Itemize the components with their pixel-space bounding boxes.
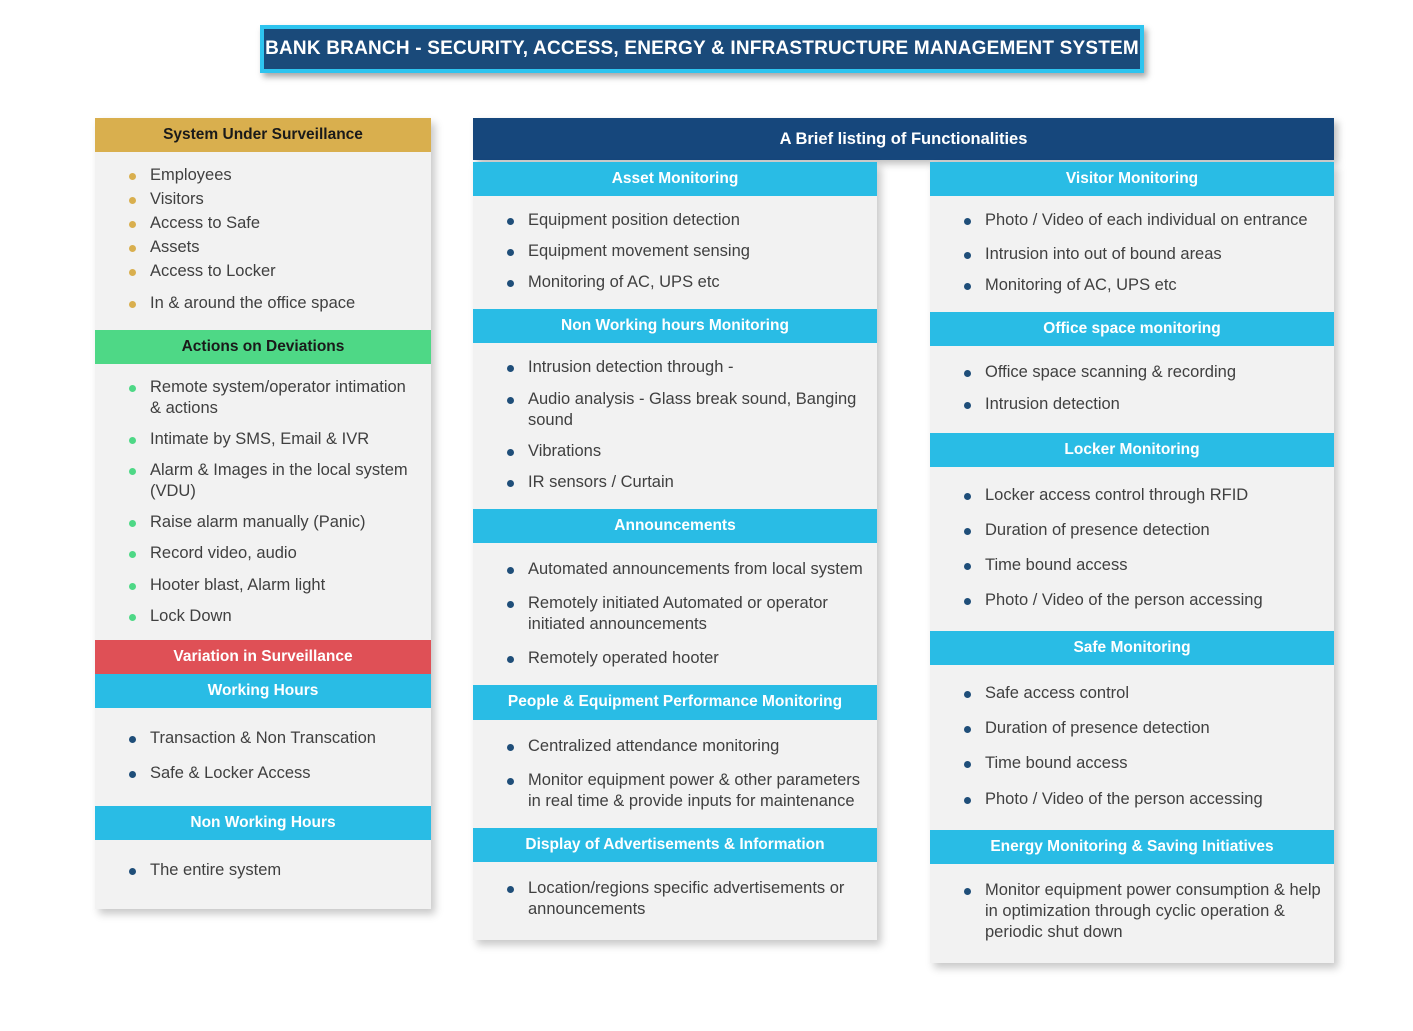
list-actions-on-deviations: Remote system/operator intimation & acti… (95, 363, 431, 640)
section-header-announcements: Announcements (473, 508, 877, 544)
list-item: Lock Down (105, 606, 421, 627)
section-header-display-of-advertisements: Display of Advertisements & Information (473, 827, 877, 862)
section-header-asset-monitoring: Asset Monitoring (473, 162, 877, 197)
section-header-office-space-monitoring: Office space monitoring (930, 312, 1334, 347)
list-item: Alarm & Images in the local system (VDU) (105, 460, 421, 502)
list-announcements: Automated announcements from local syste… (473, 543, 877, 686)
section-title: Visitor Monitoring (1065, 170, 1199, 187)
list-item: Raise alarm manually (Panic) (105, 512, 421, 533)
section-title: Energy Monitoring & Saving Initiatives (990, 837, 1274, 855)
middle-column-panel: Asset Monitoring Equipment position dete… (473, 162, 877, 941)
list-item: Intimate by SMS, Email & IVR (105, 429, 421, 450)
list-item: Equipment position detection (483, 210, 867, 231)
list-item: Location/regions specific advertisements… (483, 878, 867, 920)
list-item: Monitoring of AC, UPS etc (483, 272, 867, 293)
section-title: Announcements (614, 516, 736, 534)
section-title: Display of Advertisements & Information (525, 835, 825, 853)
section-header-visitor-monitoring: Visitor Monitoring (930, 162, 1334, 197)
list-item: Intrusion detection (940, 394, 1324, 415)
list-item: Intrusion into out of bound areas (940, 244, 1324, 265)
section-title: Safe Monitoring (1073, 639, 1191, 657)
functionalities-header: A Brief listing of Functionalities (473, 118, 1334, 160)
list-item: Monitor equipment power consumption & he… (940, 880, 1324, 943)
list-item: Record video, audio (105, 543, 421, 564)
list-item: Assets (105, 237, 421, 258)
section-header-people-equipment-performance-monitoring: People & Equipment Performance Monitorin… (473, 685, 877, 720)
list-item: Equipment movement sensing (483, 241, 867, 262)
list-item: Transaction & Non Transcation (105, 728, 421, 749)
section-title: Variation in Surveillance (173, 647, 353, 665)
page-title: BANK BRANCH - SECURITY, ACCESS, ENERGY &… (265, 38, 1139, 59)
list-item: Audio analysis - Glass break sound, Bang… (483, 389, 867, 431)
section-title: Asset Monitoring (611, 170, 739, 187)
list-item: Safe access control (940, 683, 1324, 704)
section-header-variation-in-surveillance: Variation in Surveillance (95, 639, 431, 674)
list-visitor-monitoring: Photo / Video of each individual on entr… (930, 196, 1334, 313)
section-title: People & Equipment Performance Monitorin… (507, 693, 843, 711)
list-item: The entire system (105, 860, 421, 881)
section-header-energy-monitoring-saving-initiatives: Energy Monitoring & Saving Initiatives (930, 829, 1334, 864)
functionalities-header-label: A Brief listing of Functionalities (779, 129, 1028, 148)
list-locker-monitoring: Locker access control through RFID Durat… (930, 466, 1334, 632)
list-item: Time bound access (940, 753, 1324, 774)
list-asset-monitoring: Equipment position detection Equipment m… (473, 196, 877, 310)
list-office-space-monitoring: Office space scanning & recording Intrus… (930, 346, 1334, 433)
list-item: IR sensors / Curtain (483, 472, 867, 493)
list-item: Photo / Video of each individual on entr… (940, 210, 1324, 231)
section-header-actions-on-deviations: Actions on Deviations (95, 329, 431, 364)
list-working-hours: Transaction & Non Transcation Safe & Loc… (95, 707, 431, 807)
section-title: Non Working hours Monitoring (561, 317, 789, 335)
list-people-equipment-performance-monitoring: Centralized attendance monitoring Monito… (473, 719, 877, 828)
section-header-locker-monitoring: Locker Monitoring (930, 432, 1334, 467)
section-header-system-under-surveillance: System Under Surveillance (95, 118, 431, 153)
section-title: Working Hours (207, 681, 319, 699)
section-title: Non Working Hours (190, 814, 336, 832)
list-item: Automated announcements from local syste… (483, 559, 867, 580)
list-item: Centralized attendance monitoring (483, 736, 867, 757)
list-system-under-surveillance: Employees Visitors Access to Safe Assets… (95, 152, 431, 330)
list-energy-monitoring-saving-initiatives: Monitor equipment power consumption & he… (930, 863, 1334, 963)
list-safe-monitoring: Safe access control Duration of presence… (930, 665, 1334, 830)
list-item: Monitor equipment power & other paramete… (483, 770, 867, 812)
list-item: Remote system/operator intimation & acti… (105, 377, 421, 419)
section-header-non-working-hours-monitoring: Non Working hours Monitoring (473, 309, 877, 344)
list-item: Hooter blast, Alarm light (105, 575, 421, 596)
section-header-safe-monitoring: Safe Monitoring (930, 631, 1334, 666)
list-item: Office space scanning & recording (940, 362, 1324, 383)
list-item: Access to Locker (105, 261, 421, 282)
section-title: System Under Surveillance (163, 126, 363, 143)
section-title: Actions on Deviations (181, 337, 345, 355)
list-item: Locker access control through RFID (940, 485, 1324, 506)
list-item: Access to Safe (105, 213, 421, 234)
list-item: In & around the office space (105, 293, 421, 314)
left-column-panel: System Under Surveillance Employees Visi… (95, 118, 431, 910)
list-item: Photo / Video of the person accessing (940, 590, 1324, 611)
page-title-banner: BANK BRANCH - SECURITY, ACCESS, ENERGY &… (260, 25, 1144, 73)
list-non-working-hours: The entire system (95, 840, 431, 910)
section-title: Locker Monitoring (1064, 440, 1200, 458)
list-item: Duration of presence detection (940, 718, 1324, 739)
list-item: Photo / Video of the person accessing (940, 789, 1324, 810)
section-header-non-working-hours: Non Working Hours (95, 806, 431, 841)
list-item: Remotely operated hooter (483, 648, 867, 669)
list-item: Vibrations (483, 441, 867, 462)
list-display-of-advertisements: Location/regions specific advertisements… (473, 861, 877, 941)
list-item: Time bound access (940, 555, 1324, 576)
section-header-working-hours: Working Hours (95, 673, 431, 708)
section-title: Office space monitoring (1043, 320, 1221, 338)
list-item: Visitors (105, 189, 421, 210)
list-item: Monitoring of AC, UPS etc (940, 275, 1324, 296)
right-column-panel: Visitor Monitoring Photo / Video of each… (930, 162, 1334, 963)
list-item: Intrusion detection through - (483, 357, 867, 378)
list-item: Employees (105, 165, 421, 186)
list-item: Safe & Locker Access (105, 763, 421, 784)
list-non-working-hours-monitoring: Intrusion detection through - Audio anal… (473, 343, 877, 509)
list-item: Duration of presence detection (940, 520, 1324, 541)
list-item: Remotely initiated Automated or operator… (483, 593, 867, 635)
